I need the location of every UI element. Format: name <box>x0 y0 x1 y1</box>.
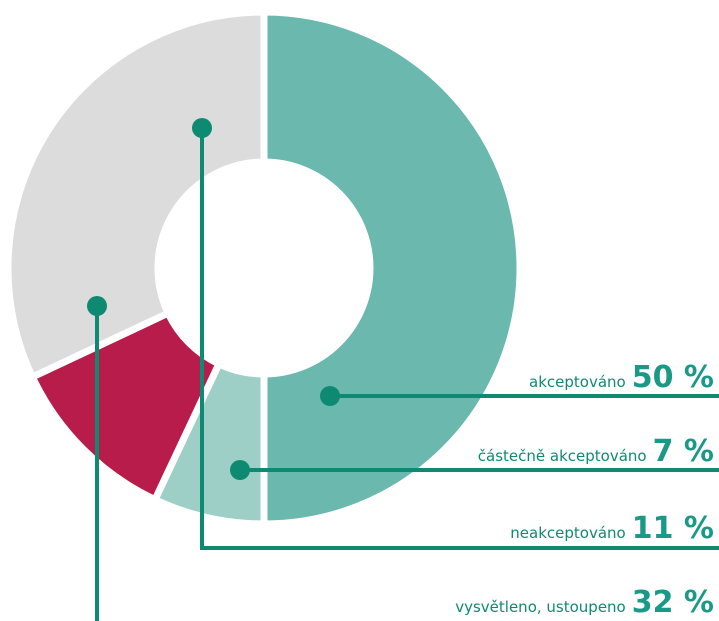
leader-line <box>200 128 719 550</box>
category-name: částečně akceptováno <box>478 447 647 465</box>
segment-label: vysvětleno, ustoupeno 32 % <box>455 585 714 620</box>
category-name: vysvětleno, ustoupeno <box>455 598 626 616</box>
leader-dot <box>87 296 107 316</box>
donut-segment <box>27 308 224 505</box>
leader-dot <box>192 118 212 138</box>
leader-dot <box>230 460 250 480</box>
value-label: 7 % <box>653 434 714 469</box>
value-label: 11 % <box>632 511 714 546</box>
category-name: akceptováno <box>529 373 626 391</box>
leader-dot <box>320 386 340 406</box>
value-label: 50 % <box>632 360 714 395</box>
value-label: 32 % <box>632 585 714 620</box>
segment-label: částečně akceptováno 7 % <box>478 434 714 469</box>
segment-label: akceptováno 50 % <box>529 360 714 395</box>
donut-segment <box>4 8 268 382</box>
category-name: neakceptováno <box>510 524 625 542</box>
segment-label: neakceptováno 11 % <box>510 511 714 546</box>
